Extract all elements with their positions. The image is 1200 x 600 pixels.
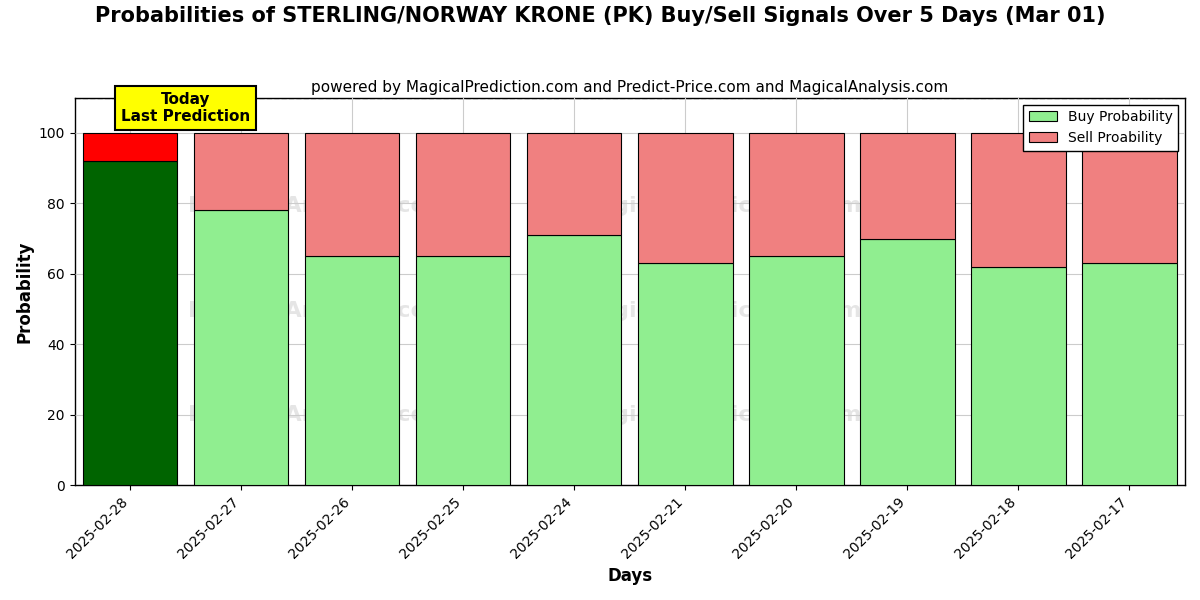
Text: Probabilities of STERLING/NORWAY KRONE (PK) Buy/Sell Signals Over 5 Days (Mar 01: Probabilities of STERLING/NORWAY KRONE (… xyxy=(95,6,1105,26)
Bar xyxy=(83,161,178,485)
Title: powered by MagicalPrediction.com and Predict-Price.com and MagicalAnalysis.com: powered by MagicalPrediction.com and Pre… xyxy=(311,80,948,95)
Bar xyxy=(194,133,288,211)
Text: Today
Last Prediction: Today Last Prediction xyxy=(121,92,251,124)
Bar xyxy=(527,235,622,485)
Text: MagicalPrediction.com: MagicalPrediction.com xyxy=(576,406,862,425)
Legend: Buy Probability, Sell Proability: Buy Probability, Sell Proability xyxy=(1024,104,1178,151)
Bar xyxy=(1082,263,1177,485)
Bar xyxy=(1082,133,1177,263)
Text: MagicalAnalysis.com: MagicalAnalysis.com xyxy=(188,301,450,321)
Bar xyxy=(860,133,955,239)
Bar xyxy=(416,133,510,256)
Bar xyxy=(971,267,1066,485)
Bar xyxy=(749,133,844,256)
Y-axis label: Probability: Probability xyxy=(16,240,34,343)
Bar xyxy=(638,133,732,263)
Bar xyxy=(527,133,622,235)
Text: MagicalAnalysis.com: MagicalAnalysis.com xyxy=(188,406,450,425)
Bar xyxy=(305,133,400,256)
Bar xyxy=(83,133,178,161)
Bar xyxy=(860,239,955,485)
Bar xyxy=(194,211,288,485)
Bar xyxy=(416,256,510,485)
Bar xyxy=(305,256,400,485)
Bar xyxy=(638,263,732,485)
Bar xyxy=(749,256,844,485)
Text: MagicalPrediction.com: MagicalPrediction.com xyxy=(576,301,862,321)
Text: MagicalPrediction.com: MagicalPrediction.com xyxy=(576,196,862,216)
Bar xyxy=(971,133,1066,267)
Text: MagicalAnalysis.com: MagicalAnalysis.com xyxy=(188,196,450,216)
X-axis label: Days: Days xyxy=(607,567,653,585)
